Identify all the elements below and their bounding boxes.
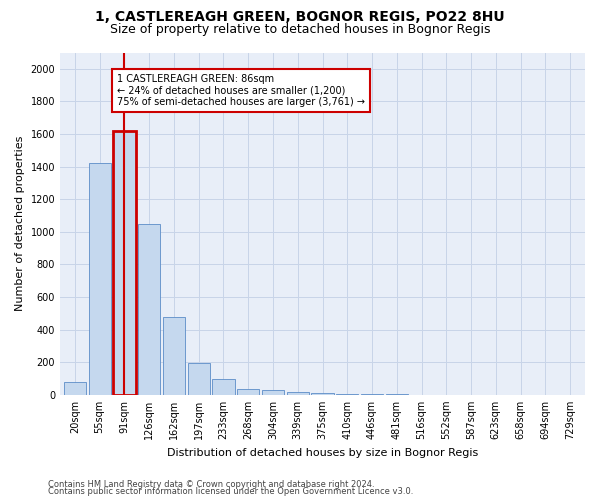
Bar: [138, 224, 160, 395]
Bar: [262, 390, 284, 395]
Y-axis label: Number of detached properties: Number of detached properties: [15, 136, 25, 312]
Bar: [336, 394, 358, 395]
Text: 1, CASTLEREAGH GREEN, BOGNOR REGIS, PO22 8HU: 1, CASTLEREAGH GREEN, BOGNOR REGIS, PO22…: [95, 10, 505, 24]
Bar: [212, 378, 235, 395]
Bar: [64, 382, 86, 395]
Text: Contains public sector information licensed under the Open Government Licence v3: Contains public sector information licen…: [48, 488, 413, 496]
X-axis label: Distribution of detached houses by size in Bognor Regis: Distribution of detached houses by size …: [167, 448, 478, 458]
Bar: [89, 164, 111, 395]
Bar: [287, 392, 309, 395]
Bar: [188, 363, 210, 395]
Text: Size of property relative to detached houses in Bognor Regis: Size of property relative to detached ho…: [110, 22, 490, 36]
Text: Contains HM Land Registry data © Crown copyright and database right 2024.: Contains HM Land Registry data © Crown c…: [48, 480, 374, 489]
Bar: [113, 130, 136, 395]
Bar: [361, 394, 383, 395]
Bar: [163, 318, 185, 395]
Text: 1 CASTLEREAGH GREEN: 86sqm
← 24% of detached houses are smaller (1,200)
75% of s: 1 CASTLEREAGH GREEN: 86sqm ← 24% of deta…: [117, 74, 365, 107]
Bar: [311, 393, 334, 395]
Bar: [237, 388, 259, 395]
